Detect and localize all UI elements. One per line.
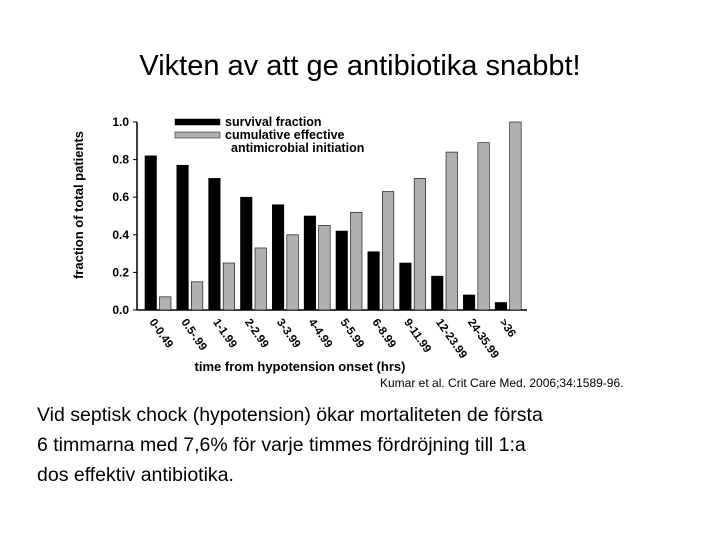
bar-cumulative: [222, 262, 235, 311]
x-tick-label: >36: [497, 317, 518, 340]
bar-survival: [399, 262, 412, 311]
bar-cumulative: [350, 211, 363, 311]
citation: Kumar et al. Crit Care Med. 2006;34:1589…: [380, 376, 624, 390]
bar-survival: [463, 294, 476, 311]
y-tick-label: 0.6: [112, 190, 129, 204]
bar-cumulative: [382, 191, 395, 311]
chart-bars: [144, 121, 522, 311]
x-tick-label: 2-2.99: [242, 317, 271, 351]
bar-survival: [144, 155, 157, 311]
body-line: Vid septisk chock (hypotension) ökar mor…: [37, 404, 543, 426]
bar-survival: [176, 164, 189, 311]
y-tick-label: 0.8: [112, 153, 129, 167]
body-line: dos effektiv antibiotika.: [37, 464, 234, 486]
x-tick-label: 24-35.99: [465, 317, 501, 361]
bar-chart: 0.0 0.2 0.4 0.6 0.8 1.0 0-0.49 0.5-.99 1-1.99 2-2…: [71, 115, 527, 374]
body-text: Vid septisk chock (hypotension) ökar mor…: [37, 400, 697, 490]
bar-cumulative: [413, 178, 426, 311]
bar-cumulative: [477, 142, 490, 311]
legend-label: survival fraction: [225, 115, 322, 129]
bar-survival: [335, 230, 348, 311]
bar-cumulative: [254, 247, 267, 311]
x-tick-label: 4-4.99: [306, 317, 335, 351]
legend-label: cumulative effective: [225, 128, 345, 142]
legend-label: antimicrobial initiation: [231, 141, 364, 155]
bar-survival: [494, 302, 507, 311]
x-tick-label: 1-1.99: [210, 317, 239, 351]
y-tick-label: 0.0: [112, 303, 129, 317]
x-tick-label: 12-23.99: [433, 317, 469, 361]
x-tick-label: 0.5-.99: [178, 317, 208, 353]
legend-swatch-cumulative: [174, 131, 221, 139]
bar-cumulative: [191, 281, 204, 311]
bar-survival: [431, 275, 444, 311]
x-axis-label: time from hypotension onset (hrs): [195, 359, 406, 374]
bar-cumulative: [159, 296, 172, 311]
x-tick-label: 6-8.99: [369, 317, 398, 351]
slide-title: Vikten av att ge antibiotika snabbt!: [139, 50, 581, 82]
y-tick-label: 0.4: [112, 228, 129, 242]
bar-survival: [303, 215, 316, 311]
x-tick-label: 3-3.99: [274, 317, 303, 351]
bar-survival: [208, 178, 221, 311]
legend-swatch-survival: [174, 118, 221, 126]
x-tick-label: 9-11.99: [401, 317, 433, 355]
x-tick-label: 5-5.99: [338, 317, 367, 351]
y-tick-label: 0.2: [112, 265, 129, 279]
bar-cumulative: [318, 225, 331, 311]
bar-cumulative: [445, 151, 458, 311]
x-tick-label: 0-0.49: [147, 317, 176, 351]
bar-survival: [272, 204, 285, 311]
bar-cumulative: [286, 234, 299, 311]
y-tick-label: 1.0: [112, 115, 129, 129]
bar-cumulative: [509, 121, 522, 311]
bar-survival: [367, 251, 380, 311]
y-axis-label: fraction of total patients: [71, 131, 86, 279]
body-line: 6 timmarna med 7,6% för varje timmes för…: [37, 434, 526, 456]
bar-survival: [240, 196, 253, 311]
